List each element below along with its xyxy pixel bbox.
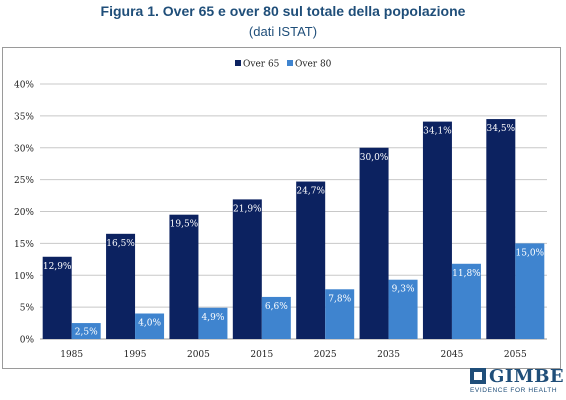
bar-over65 <box>422 121 452 339</box>
data-label: 34,1% <box>423 127 452 137</box>
y-axis-ticks: 0% 5% 10% 15% 20% 25% 30% 35% 40% <box>14 81 34 346</box>
chart-subtitle: (dati ISTAT) <box>248 24 318 39</box>
y-tick-label: 25% <box>14 176 34 186</box>
y-tick-label: 35% <box>14 112 34 122</box>
x-tick-label: 1985 <box>60 350 83 360</box>
x-axis-ticks: 1985 1995 2005 2015 2025 2035 2045 2055 <box>60 350 527 360</box>
gimbe-logo-icon <box>470 368 486 384</box>
data-label: 2,5% <box>75 328 98 338</box>
y-tick-label: 0% <box>20 336 35 346</box>
data-label: 30,0% <box>360 153 389 163</box>
chart-title: Figura 1. Over 65 e over 80 sul totale d… <box>100 3 466 19</box>
data-label: 7,8% <box>328 294 351 304</box>
bar-over80 <box>71 323 101 339</box>
bar-over80 <box>198 307 228 339</box>
bar-chart: 0% 5% 10% 15% 20% 25% 30% 35% 40% 12,9% 2,5% 16,5%… <box>14 60 547 360</box>
data-label: 11,8% <box>452 269 481 279</box>
data-label: 24,7% <box>296 187 325 197</box>
y-tick-label: 10% <box>14 272 34 282</box>
logo-name: GIMBE <box>489 366 565 387</box>
x-tick-label: 1995 <box>124 350 147 360</box>
legend-swatch <box>287 60 293 66</box>
chart-frame: 0% 5% 10% 15% 20% 25% 30% 35% 40% 12,9% 2,5% 16,5%… <box>2 47 561 369</box>
x-tick-label: 2005 <box>187 350 210 360</box>
data-label: 21,9% <box>233 204 262 214</box>
bar-over65 <box>169 214 199 339</box>
bar-over80 <box>261 296 291 339</box>
data-label: 16,5% <box>106 239 135 249</box>
bars <box>42 119 545 339</box>
legend-label: Over 80 <box>295 60 332 70</box>
x-tick-label: 2015 <box>250 350 273 360</box>
bar-over80 <box>388 279 418 339</box>
bar-over65 <box>296 181 326 339</box>
data-label: 34,5% <box>487 124 516 134</box>
data-label: 15,0% <box>516 248 545 258</box>
x-tick-label: 2045 <box>440 350 463 360</box>
y-tick-label: 20% <box>14 208 34 218</box>
gimbe-logo: GIMBE EVIDENCE FOR HEALTH <box>470 366 564 396</box>
data-label: 12,9% <box>43 262 72 272</box>
bar-over65 <box>106 233 136 339</box>
x-tick-label: 2055 <box>504 350 527 360</box>
y-tick-label: 5% <box>20 304 35 314</box>
logo-tagline: EVIDENCE FOR HEALTH <box>470 387 558 394</box>
bar-over65 <box>359 147 389 339</box>
bar-over65 <box>486 119 516 339</box>
bar-over80 <box>325 289 355 339</box>
legend-swatch <box>235 60 241 66</box>
y-tick-label: 40% <box>14 81 34 91</box>
data-label: 6,6% <box>265 302 288 312</box>
data-labels: 12,9% 2,5% 16,5% 4,0% 19,5% 4,9% 21,9% 6,6% 24,7… <box>43 124 545 337</box>
x-tick-label: 2035 <box>377 350 400 360</box>
bar-over80 <box>515 243 545 339</box>
data-label: 19,5% <box>170 220 199 230</box>
y-tick-label: 15% <box>14 240 34 250</box>
y-tick-label: 30% <box>14 144 34 154</box>
legend: Over 65 Over 80 <box>235 60 332 70</box>
bar-over65 <box>232 199 262 339</box>
data-label: 4,9% <box>202 313 225 323</box>
data-label: 4,0% <box>138 319 161 329</box>
legend-label: Over 65 <box>243 60 280 70</box>
data-label: 9,3% <box>392 285 415 295</box>
x-tick-label: 2025 <box>314 350 337 360</box>
bar-over80 <box>135 313 165 339</box>
bar-over80 <box>451 263 481 339</box>
bar-over65 <box>42 256 72 339</box>
